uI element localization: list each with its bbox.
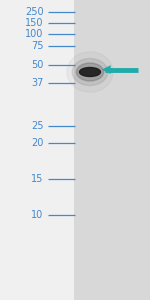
Text: 37: 37	[31, 78, 44, 88]
Ellipse shape	[76, 63, 104, 81]
Text: 100: 100	[25, 29, 44, 39]
Text: 15: 15	[31, 173, 44, 184]
Ellipse shape	[80, 68, 100, 76]
Ellipse shape	[67, 52, 113, 92]
Text: 250: 250	[25, 7, 44, 17]
Text: 150: 150	[25, 17, 44, 28]
Ellipse shape	[72, 58, 108, 85]
Bar	[75, 0, 150, 300]
Text: 20: 20	[31, 137, 44, 148]
Text: 10: 10	[31, 210, 44, 220]
Text: 25: 25	[31, 121, 44, 131]
Text: 50: 50	[31, 60, 44, 70]
Bar	[74, 0, 106, 300]
Text: 75: 75	[31, 40, 44, 51]
